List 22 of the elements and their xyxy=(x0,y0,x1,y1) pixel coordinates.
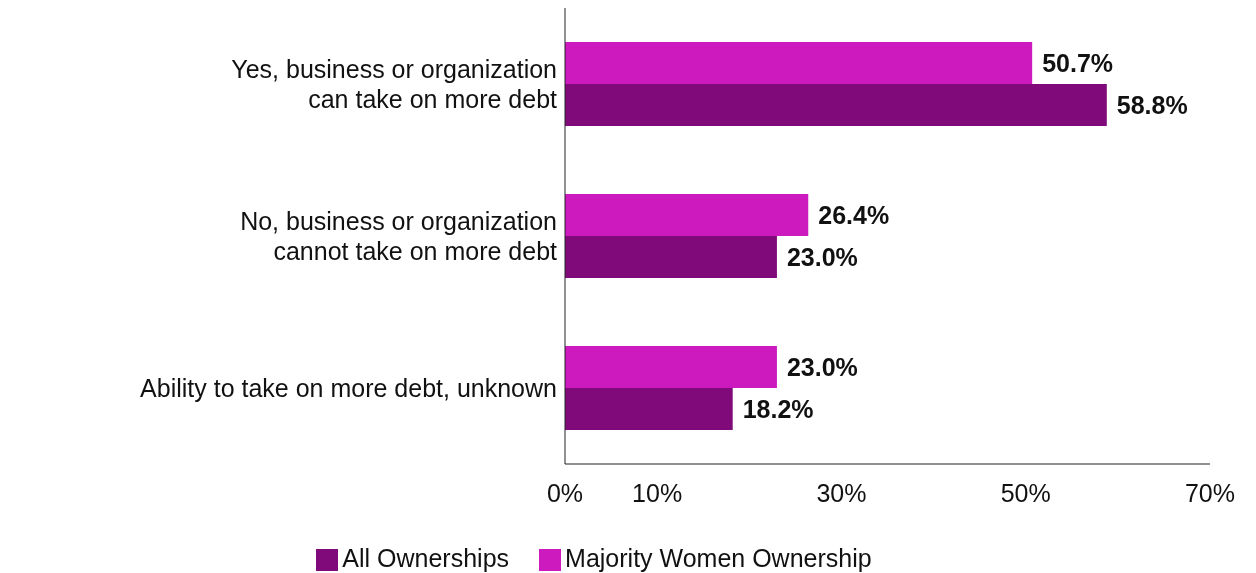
y-tick-label: Yes, business or organization can take on more debt xyxy=(231,55,558,113)
x-tick-label: 10% xyxy=(632,478,683,507)
y-tick-label: Ability to take on more debt, unknown xyxy=(140,374,557,402)
legend-label: All Ownerships xyxy=(342,544,510,572)
bar xyxy=(565,236,777,278)
data-label: 26.4% xyxy=(818,201,890,229)
bar xyxy=(565,194,809,236)
bar xyxy=(565,388,733,430)
data-label: 23.0% xyxy=(786,243,858,271)
bar xyxy=(565,346,777,388)
data-label: 23.0% xyxy=(786,353,858,381)
data-label: 18.2% xyxy=(742,395,814,423)
legend-label: Majority Women Ownership xyxy=(565,544,872,572)
y-tick-label: No, business or organization cannot take on more debt xyxy=(240,207,558,265)
data-label: 50.7% xyxy=(1042,49,1114,77)
data-label: 58.8% xyxy=(1116,91,1188,119)
x-tick-label: 70% xyxy=(1184,478,1236,507)
x-tick-label: 30% xyxy=(816,478,867,507)
x-tick-label: 0% xyxy=(546,478,584,507)
bar xyxy=(565,84,1107,126)
x-tick-label: 50% xyxy=(1000,478,1051,507)
bar xyxy=(565,42,1033,84)
